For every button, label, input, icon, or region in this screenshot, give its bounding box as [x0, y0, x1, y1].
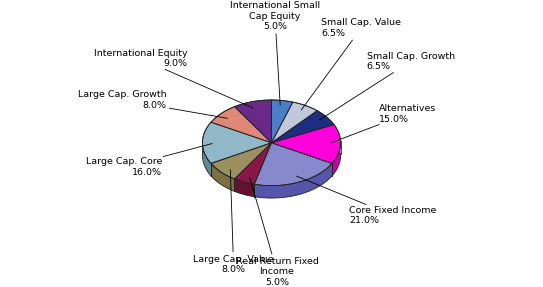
Text: International Small
Cap Equity
5.0%: International Small Cap Equity 5.0% [230, 1, 320, 105]
Text: Small Cap. Growth
6.5%: Small Cap. Growth 6.5% [319, 52, 455, 120]
Text: International Equity
9.0%: International Equity 9.0% [93, 49, 253, 108]
Polygon shape [272, 125, 340, 163]
Polygon shape [332, 141, 340, 176]
Polygon shape [235, 179, 254, 197]
Text: Real Return Fixed
Income
5.0%: Real Return Fixed Income 5.0% [236, 178, 318, 287]
Text: Small Cap. Value
6.5%: Small Cap. Value 6.5% [301, 18, 401, 110]
Polygon shape [211, 107, 272, 143]
Polygon shape [203, 122, 272, 163]
Polygon shape [211, 163, 235, 191]
Polygon shape [203, 141, 211, 176]
Text: Large Cap. Value
8.0%: Large Cap. Value 8.0% [193, 170, 274, 274]
Text: Alternatives
15.0%: Alternatives 15.0% [331, 104, 436, 143]
Polygon shape [211, 143, 272, 179]
Text: Large Cap. Growth
8.0%: Large Cap. Growth 8.0% [78, 90, 228, 118]
Polygon shape [272, 100, 293, 143]
Text: Core Fixed Income
21.0%: Core Fixed Income 21.0% [296, 176, 436, 225]
Text: Large Cap. Core
16.0%: Large Cap. Core 16.0% [86, 144, 212, 177]
Polygon shape [272, 111, 334, 143]
Polygon shape [272, 102, 317, 143]
Polygon shape [235, 143, 272, 184]
Polygon shape [254, 163, 332, 198]
Polygon shape [254, 143, 332, 186]
Polygon shape [235, 100, 272, 143]
